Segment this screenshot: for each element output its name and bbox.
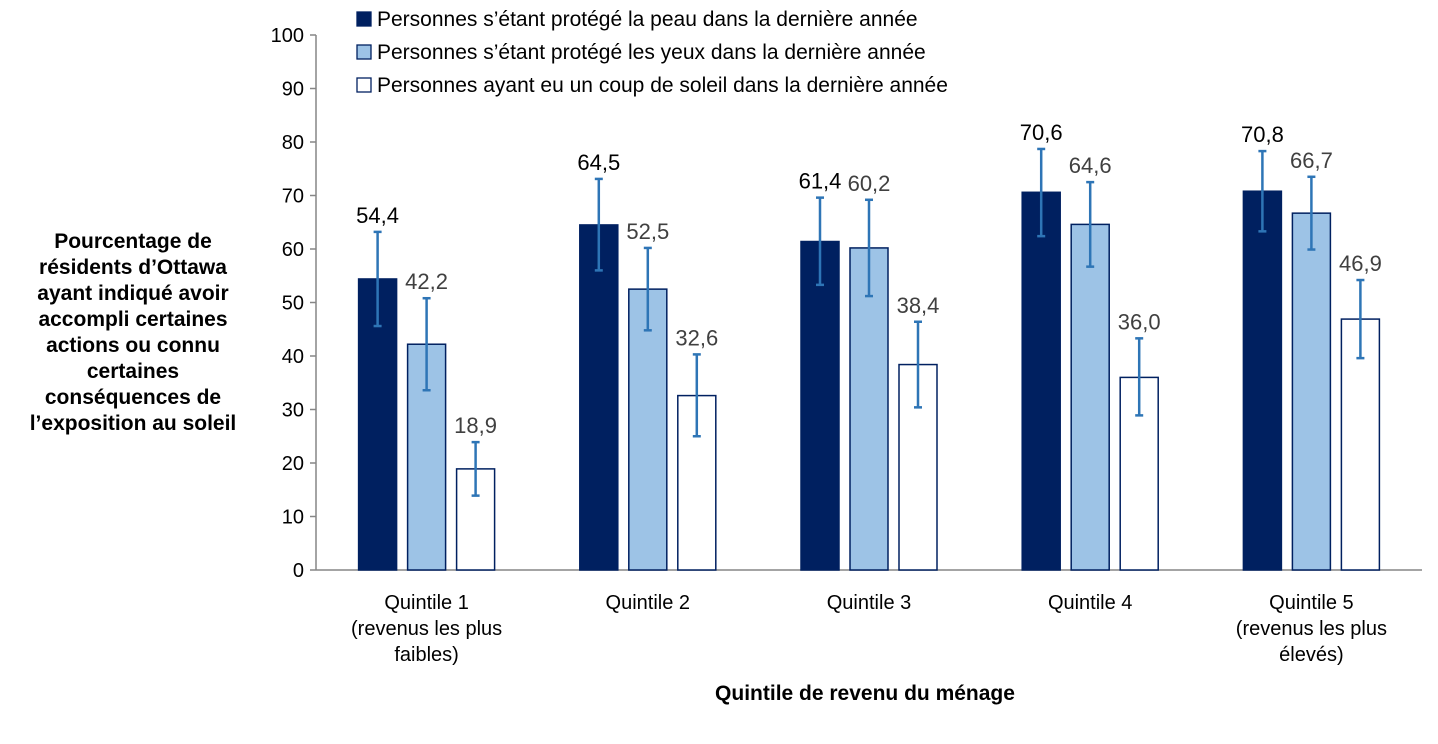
bar-series-1-cat-5 <box>1242 190 1283 571</box>
legend-swatch <box>356 44 372 60</box>
bar-series-1-cat-1 <box>357 278 398 571</box>
category-label: Quintile 2 <box>606 592 691 614</box>
bar-series-1-cat-3 <box>800 240 840 571</box>
y-tick-label: 0 <box>293 560 304 582</box>
y-tick-label: 100 <box>271 25 304 47</box>
data-label: 61,4 <box>799 169 842 194</box>
data-label: 52,5 <box>626 219 669 244</box>
bar-series-3-cat-5 <box>1340 318 1381 571</box>
bar-series-2-cat-4 <box>1070 223 1110 571</box>
y-tick-label: 90 <box>282 79 304 101</box>
data-label: 60,2 <box>848 171 891 196</box>
x-axis-title: Quintile de revenu du ménage <box>715 682 1015 705</box>
legend-label: Personnes ayant eu un coup de soleil dan… <box>377 74 948 97</box>
y-tick-label: 50 <box>282 293 304 315</box>
y-tick-label: 20 <box>282 453 304 475</box>
y-tick-label: 70 <box>282 186 304 208</box>
data-label: 64,5 <box>577 150 620 175</box>
data-label: 32,6 <box>675 325 718 350</box>
legend-swatch <box>356 11 372 27</box>
y-axis-title-line: ayant indiqué avoir <box>37 282 228 305</box>
legend-label: Personnes s’étant protégé la peau dans l… <box>377 8 918 31</box>
category-labels-group: Quintile 1 (revenus les plus faibles) Quint… <box>351 592 1387 666</box>
axes: 0 10 20 30 40 50 60 70 80 90 100 <box>271 25 1422 582</box>
y-axis-title-line: actions ou connu <box>46 334 220 357</box>
bar-series-1-cat-2 <box>579 224 619 571</box>
category-label: Quintile 3 <box>827 592 912 614</box>
data-label: 66,7 <box>1290 148 1333 173</box>
data-label: 46,9 <box>1339 251 1382 276</box>
category-label: Quintile 1 <box>384 592 469 614</box>
y-tick-label: 10 <box>282 507 304 529</box>
data-labels-group: 54,4 42,2 18,9 64,5 52,5 32,6 61,4 60,2 38,4 70,6… <box>356 120 1382 438</box>
bar-series-2-cat-3 <box>849 247 889 571</box>
data-label: 70,6 <box>1020 120 1063 145</box>
category-label: (revenus les plus <box>1236 618 1387 640</box>
y-tick-label: 40 <box>282 346 304 368</box>
y-axis-title-line: certaines <box>87 360 179 383</box>
category-label: (revenus les plus <box>351 618 502 640</box>
data-label: 42,2 <box>405 269 448 294</box>
data-label: 70,8 <box>1241 122 1284 147</box>
bars-group <box>357 147 1381 571</box>
y-axis-title-line: résidents d’Ottawa <box>39 256 227 279</box>
legend-swatch <box>356 77 372 93</box>
category-label: faibles) <box>394 644 458 666</box>
y-axis-title-line: Pourcentage de <box>54 230 212 253</box>
data-label: 18,9 <box>454 413 497 438</box>
bar-series-2-cat-5 <box>1291 212 1332 571</box>
category-label: Quintile 4 <box>1048 592 1133 614</box>
y-tick-label: 30 <box>282 400 304 422</box>
bar-series-1-cat-4 <box>1021 191 1061 571</box>
y-tick-label: 80 <box>282 132 304 154</box>
legend-label: Personnes s’étant protégé les yeux dans … <box>377 41 926 64</box>
category-label: Quintile 5 <box>1269 592 1354 614</box>
y-tick-label: 60 <box>282 239 304 261</box>
y-axis-title: Pourcentage de résidents d’Ottawa ayant in… <box>30 230 237 435</box>
data-label: 38,4 <box>897 293 940 318</box>
data-label: 64,6 <box>1069 153 1112 178</box>
y-axis-title-line: conséquences de <box>45 386 221 409</box>
y-axis-title-line: l’exposition au soleil <box>30 412 237 435</box>
data-label: 36,0 <box>1118 309 1161 334</box>
category-label: élevés) <box>1279 644 1343 666</box>
y-axis-title-line: accompli certaines <box>38 308 227 331</box>
data-label: 54,4 <box>356 203 399 228</box>
bar-series-2-cat-2 <box>628 288 668 571</box>
legend: Personnes s’étant protégé la peau dans l… <box>356 8 948 97</box>
bar-series-2-cat-1 <box>406 343 447 571</box>
